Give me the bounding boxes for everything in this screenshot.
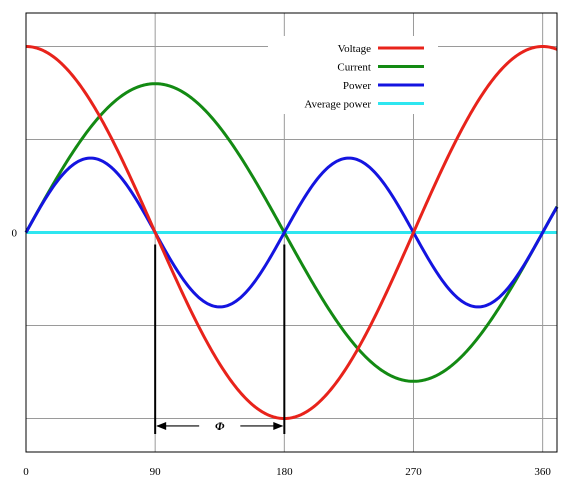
x-tick-label: 360 [534,466,551,478]
x-tick-label: 90 [150,466,162,478]
phi-arrowhead-right [273,421,284,430]
series-layer [24,44,559,421]
legend-label: Average power [304,99,371,111]
x-tick-label: 0 [23,466,29,478]
y-tick-label: 0 [12,228,18,240]
legend-label: Current [337,62,371,74]
y-tick-labels: 0 [12,228,18,240]
series-line-current [24,82,559,383]
phi-arrowhead-left [156,421,167,430]
x-tick-labels: 0 90 180 270 360 [23,466,551,478]
x-tick-label: 270 [405,466,422,478]
legend: Voltage Current Power Average power [268,36,438,114]
series-line-voltage [25,44,558,421]
annotation-layer: Φ [154,244,286,434]
legend-label: Power [343,80,371,92]
plot-frame [25,12,558,453]
legend-label: Voltage [338,43,372,55]
phi-label: Φ [215,419,225,433]
x-tick-label: 180 [276,466,293,478]
series-line-power [24,156,559,309]
